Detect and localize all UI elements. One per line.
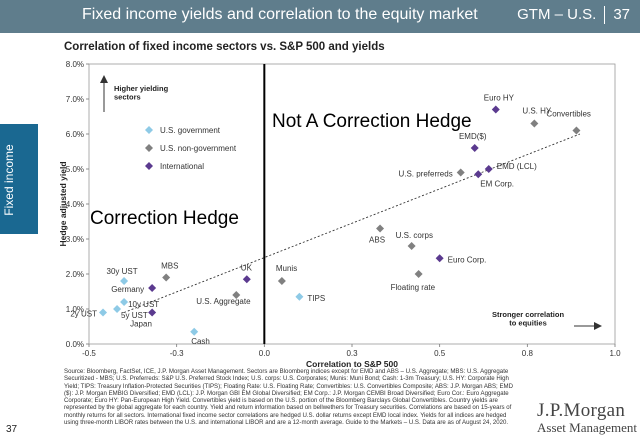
data-point — [491, 105, 500, 114]
data-point — [484, 165, 493, 173]
chart-title: Correlation of fixed income sectors vs. … — [64, 41, 385, 53]
point-label: 30y UST — [107, 267, 138, 276]
point-label: EMD (LCL) — [497, 162, 537, 171]
y-tick-label: 1.0% — [66, 305, 84, 314]
x-tick-label: 1.0 — [609, 349, 621, 358]
data-point — [148, 308, 157, 317]
point-label: U.S. Aggregate — [196, 297, 251, 306]
point-label: MBS — [161, 262, 178, 271]
point-label: Floating rate — [391, 283, 436, 292]
header-right: GTM – U.S. 37 — [517, 6, 630, 25]
header-bar: Fixed income yields and correlation to t… — [0, 0, 640, 33]
brand-name: J.P.Morgan — [537, 400, 626, 421]
header-separator — [604, 6, 606, 25]
point-label: 5y UST — [121, 311, 148, 320]
trend-line — [123, 133, 581, 313]
data-point — [162, 273, 171, 282]
data-point — [113, 305, 122, 313]
overlay-not-hedge: Not A Correction Hedge — [272, 111, 472, 132]
legend-marker — [145, 162, 153, 170]
x-tick-label: 0.5 — [434, 349, 446, 358]
right-arrow-head — [594, 322, 602, 330]
point-label: Munis — [276, 264, 297, 273]
data-point — [435, 254, 444, 263]
data-point — [295, 292, 304, 301]
y-tick-label: 3.0% — [66, 235, 84, 244]
x-tick-label: 0.3 — [346, 349, 358, 358]
point-label: ABS — [369, 236, 385, 245]
data-point — [148, 284, 157, 292]
header-title: Fixed income yields and correlation to t… — [82, 6, 478, 23]
y-tick-label: 0.0% — [66, 340, 84, 349]
data-point — [456, 168, 465, 177]
jpmorgan-logo: J.P.Morgan Asset Management — [537, 400, 637, 436]
point-label: TIPS — [307, 294, 325, 303]
section-tab[interactable]: Fixed income — [0, 124, 38, 234]
header-page: 37 — [613, 6, 630, 23]
x-tick-label: -0.5 — [82, 349, 96, 358]
y-tick-label: 4.0% — [66, 200, 84, 209]
data-point — [474, 170, 483, 179]
data-point — [407, 242, 416, 250]
data-point — [376, 224, 385, 233]
annotation-stronger-correlation: Stronger correlation to equities — [492, 310, 565, 328]
footnote: Source: Bloomberg, FactSet, ICE, J.P. Mo… — [64, 368, 513, 427]
y-axis-title: Hedge adjusted yield — [58, 161, 68, 246]
guide-code: GTM – U.S. — [517, 6, 597, 23]
data-point — [530, 119, 539, 128]
point-label: U.S. corps — [396, 231, 433, 240]
x-axis-title: Correlation to S&P 500 — [306, 359, 398, 369]
legend-label: U.S. non-government — [160, 144, 237, 153]
point-label: 10y UST — [128, 300, 159, 309]
data-point — [414, 270, 423, 278]
data-point — [120, 277, 129, 285]
y-tick-label: 7.0% — [66, 95, 84, 104]
point-label: Germany — [111, 285, 144, 294]
point-label: Convertibles — [546, 110, 590, 119]
data-point — [232, 291, 241, 299]
legend-marker — [145, 144, 153, 152]
legend-label: International — [160, 162, 204, 171]
point-label: Japan — [130, 320, 152, 329]
data-point — [277, 277, 286, 285]
y-tick-label: 8.0% — [66, 60, 84, 69]
x-tick-label: -0.3 — [170, 349, 184, 358]
y-tick-label: 6.0% — [66, 130, 84, 139]
brand-subtitle: Asset Management — [537, 420, 638, 435]
y-tick-label: 2.0% — [66, 270, 84, 279]
up-arrow-head — [100, 75, 108, 83]
point-label: Euro Corp. — [448, 255, 487, 264]
data-point — [470, 144, 479, 152]
point-label: Euro HY — [484, 94, 515, 103]
overlay-hedge: Correction Hedge — [90, 208, 239, 229]
legend-marker — [145, 126, 153, 134]
data-point — [120, 298, 129, 306]
point-label: U.S. preferreds — [398, 170, 452, 179]
point-label: UK — [241, 263, 253, 272]
page-number: 37 — [6, 424, 18, 435]
point-label: Cash — [191, 337, 210, 346]
x-tick-label: 0.0 — [259, 349, 271, 358]
y-tick-label: 5.0% — [66, 165, 84, 174]
point-label: 2y UST — [70, 310, 97, 319]
annotation-higher-yielding: Higher yielding sectors — [114, 84, 169, 102]
legend-label: U.S. government — [160, 126, 221, 135]
x-tick-label: 0.8 — [522, 349, 534, 358]
point-label: EMD($) — [459, 132, 487, 141]
point-label: U.S. HY — [522, 107, 552, 116]
data-point — [190, 327, 199, 336]
data-point — [242, 275, 251, 284]
data-point — [99, 308, 108, 317]
data-point — [572, 126, 581, 135]
point-label: EM Corp. — [480, 179, 514, 188]
